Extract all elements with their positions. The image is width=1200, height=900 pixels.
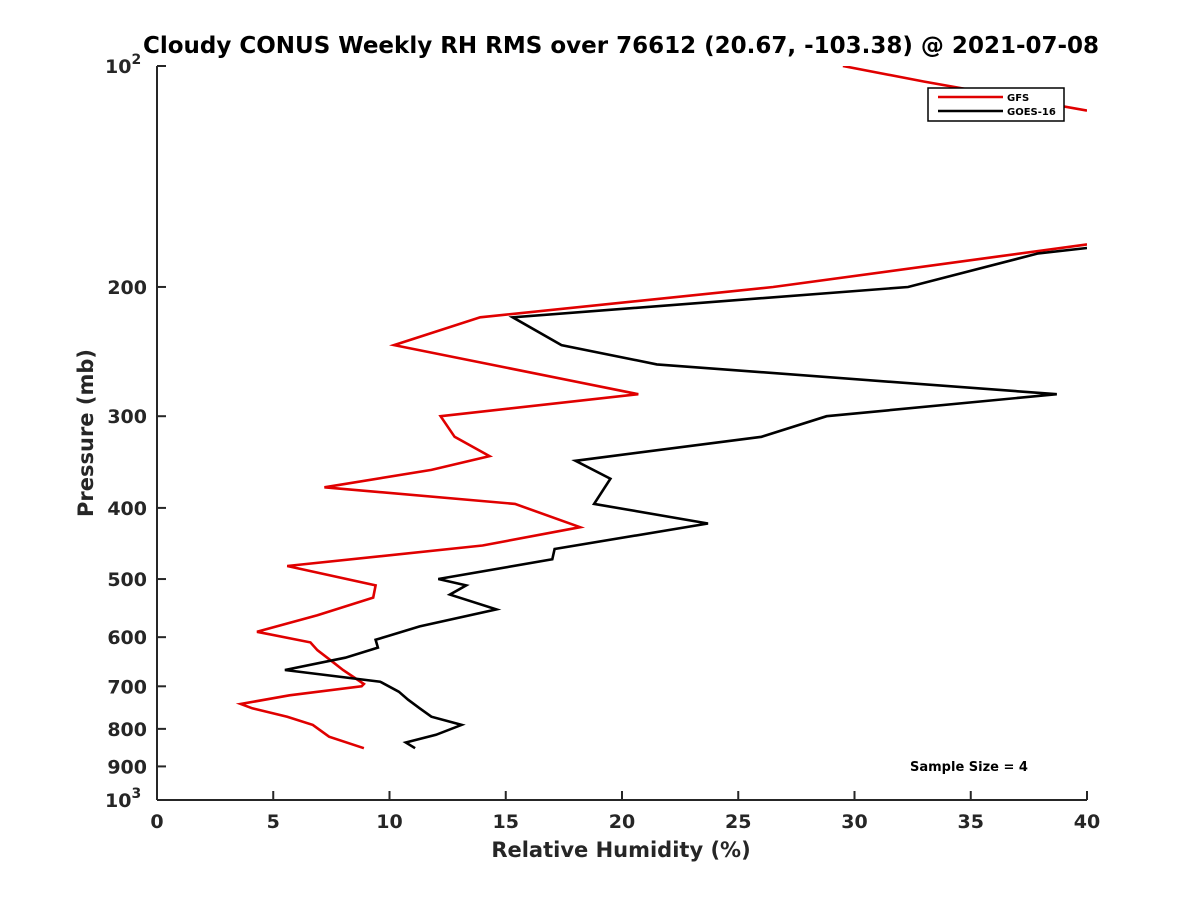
x-tick-label: 25 [725, 811, 751, 833]
x-tick-label: 20 [609, 811, 635, 833]
y-tick-label: 102 [105, 52, 141, 78]
sample-size-annotation: Sample Size = 4 [910, 760, 1028, 775]
x-ticks: 0 5 10 15 20 25 30 35 40 [150, 791, 1100, 833]
y-tick-label: 800 [107, 719, 147, 741]
y-tick-label: 600 [107, 627, 147, 649]
x-tick-label: 15 [493, 811, 519, 833]
x-tick-label: 10 [376, 811, 402, 833]
legend-box [927, 87, 1065, 122]
y-tick-label: 900 [107, 756, 147, 778]
plot-lines [235, 66, 1087, 750]
x-tick-label: 35 [958, 811, 984, 833]
y-tick-label: 400 [107, 498, 147, 520]
x-axis-title: Relative Humidity (%) [491, 838, 750, 862]
series-line-gfs [235, 243, 1087, 750]
y-ticks: 102 200 300 400 500 600 700 800 900 103 [105, 52, 166, 812]
x-tick-label: 5 [267, 811, 280, 833]
y-tick-label: 700 [107, 676, 147, 698]
legend: GFS GOES-16 [927, 87, 1065, 122]
y-tick-label: 103 [105, 786, 141, 812]
x-tick-label: 40 [1074, 811, 1100, 833]
x-tick-label: 0 [150, 811, 163, 833]
y-axis-title: Pressure (mb) [74, 349, 98, 517]
y-tick-label: 500 [107, 569, 147, 591]
legend-label-goes16: GOES-16 [1007, 107, 1056, 118]
chart-title: Cloudy CONUS Weekly RH RMS over 76612 (2… [143, 33, 1099, 59]
x-tick-label: 30 [841, 811, 867, 833]
series-line-goes16 [284, 246, 1087, 750]
y-tick-label: 300 [107, 406, 147, 428]
legend-label-gfs: GFS [1007, 93, 1029, 104]
y-tick-label: 200 [107, 277, 147, 299]
